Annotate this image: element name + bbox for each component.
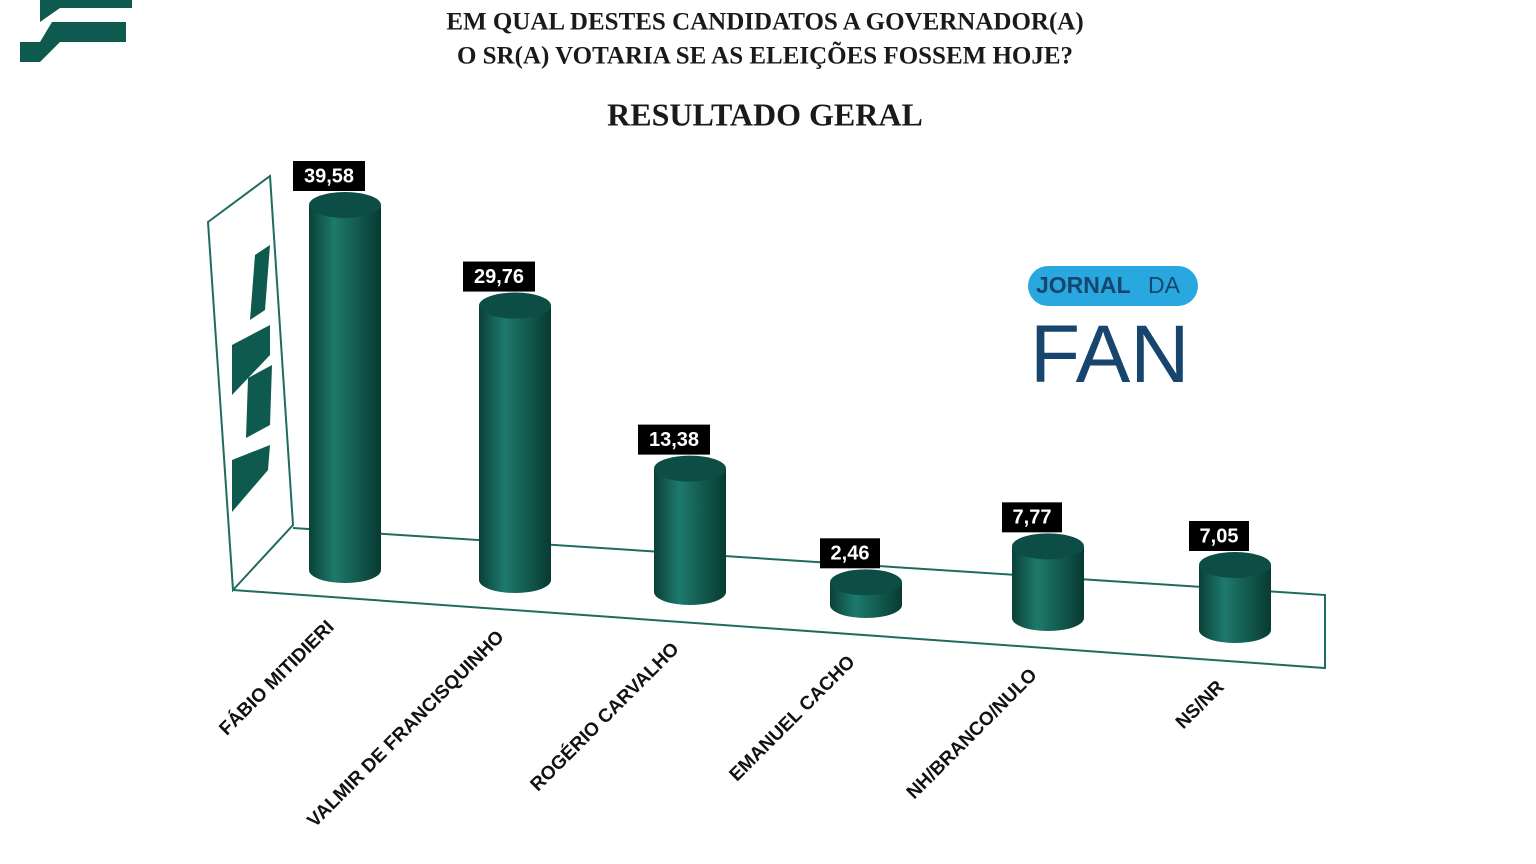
chart-subtitle: RESULTADO GERAL xyxy=(607,96,923,132)
value-label: 13,38 xyxy=(649,429,699,451)
value-label-bg xyxy=(1002,502,1062,533)
value-label-bg xyxy=(293,161,365,191)
value-label: 39,58 xyxy=(304,165,354,187)
chart-frame xyxy=(206,174,1326,670)
logo-text: FAN xyxy=(1030,309,1189,400)
bar-top xyxy=(479,292,551,319)
chart-title: EM QUAL DESTES CANDIDATOS A GOVERNADOR(A… xyxy=(446,9,1083,36)
wall-logo xyxy=(232,245,272,512)
value-label: 2,46 xyxy=(831,543,870,565)
logo-text: DA xyxy=(1148,272,1181,298)
bar xyxy=(479,305,551,580)
logo-text: JORNAL xyxy=(1036,272,1131,298)
value-label: 7,05 xyxy=(1200,525,1239,547)
value-label-bg xyxy=(1189,520,1249,551)
value-label: 29,76 xyxy=(474,266,524,288)
bar-top xyxy=(309,192,381,218)
bar-top xyxy=(1199,551,1271,578)
value-label-bg xyxy=(638,424,710,455)
bar xyxy=(309,205,381,570)
value-label: 7,77 xyxy=(1013,507,1052,529)
jornal-logo: JORNAL DA FAN xyxy=(1028,266,1198,400)
logo-badge xyxy=(1028,266,1198,306)
bar xyxy=(654,468,726,592)
value-label-bg xyxy=(463,261,535,292)
brand-logo xyxy=(20,0,132,62)
bar-top xyxy=(830,569,902,596)
bar-top xyxy=(654,455,726,482)
bar-top xyxy=(1012,533,1084,560)
chart-title: O SR(A) VOTARIA SE AS ELEIÇÕES FOSSEM HO… xyxy=(457,41,1073,70)
value-label-bg xyxy=(820,538,880,569)
